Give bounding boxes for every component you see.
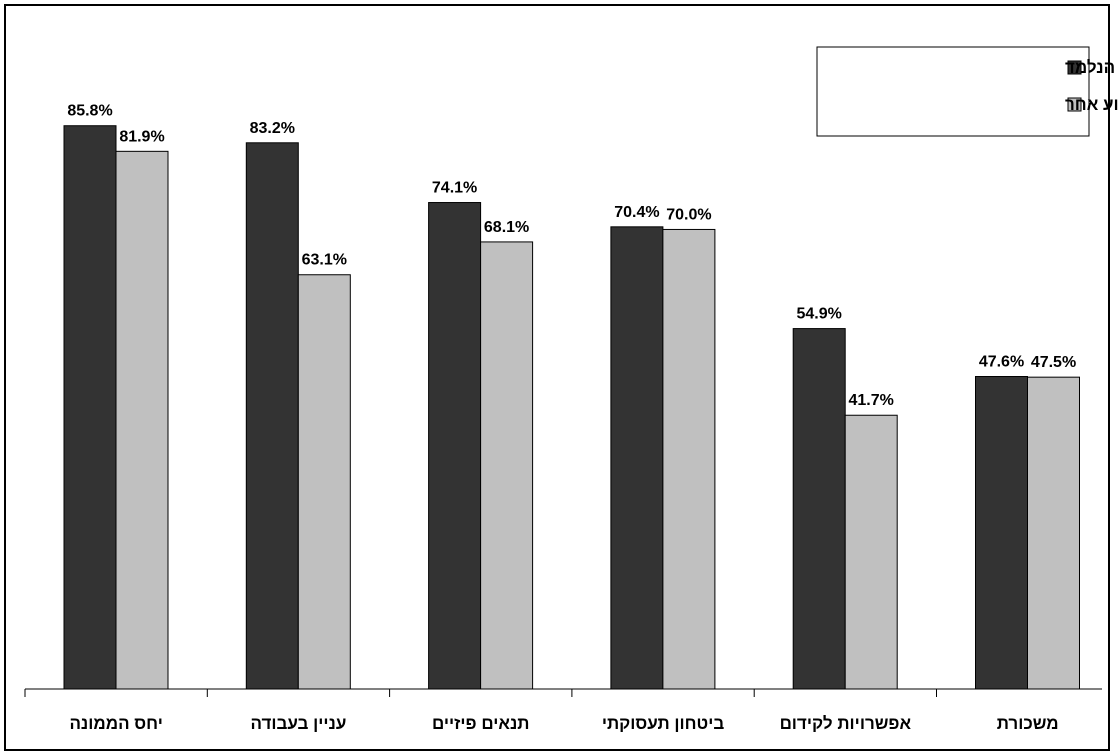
bar (610, 226, 664, 690)
bar (975, 376, 1028, 690)
legend-swatch (1067, 60, 1082, 75)
bar (245, 142, 299, 690)
bar (115, 150, 169, 690)
bar (662, 228, 716, 690)
data-label: 81.9% (119, 128, 164, 145)
data-label: 47.5% (1031, 354, 1076, 371)
data-label: 85.8% (67, 103, 112, 120)
bar (428, 202, 482, 690)
legend-swatch (1067, 97, 1082, 112)
bar (480, 241, 534, 690)
data-label: 54.9% (797, 306, 842, 323)
data-label: 68.1% (484, 219, 529, 236)
data-label: 70.4% (614, 204, 659, 221)
data-label: 83.2% (250, 120, 295, 137)
data-label: 70.0% (666, 206, 711, 223)
bar (63, 125, 117, 690)
data-label: 74.1% (432, 180, 477, 197)
category-label: יחס הממונה (69, 714, 162, 733)
bar (844, 414, 898, 690)
data-label: 63.1% (302, 252, 347, 269)
data-label: 41.7% (849, 392, 894, 409)
category-label: ביטחון תעסוקתי (602, 714, 725, 733)
category-label: אפשרויות לקידום (780, 714, 912, 733)
category-label: תנאים פיזיים (432, 714, 529, 733)
bar (1027, 376, 1080, 690)
data-label: 47.6% (979, 354, 1024, 371)
category-label: משכורת (997, 714, 1059, 733)
legend-entry: עובדים במקצוע אחר (1065, 95, 1118, 114)
category-label: עניין בעבודה (251, 714, 347, 733)
legend-box (816, 46, 1090, 137)
bar (297, 274, 351, 690)
legend-entry: עובדים במקצוע הנלמד (1065, 58, 1118, 77)
bar (792, 328, 846, 690)
